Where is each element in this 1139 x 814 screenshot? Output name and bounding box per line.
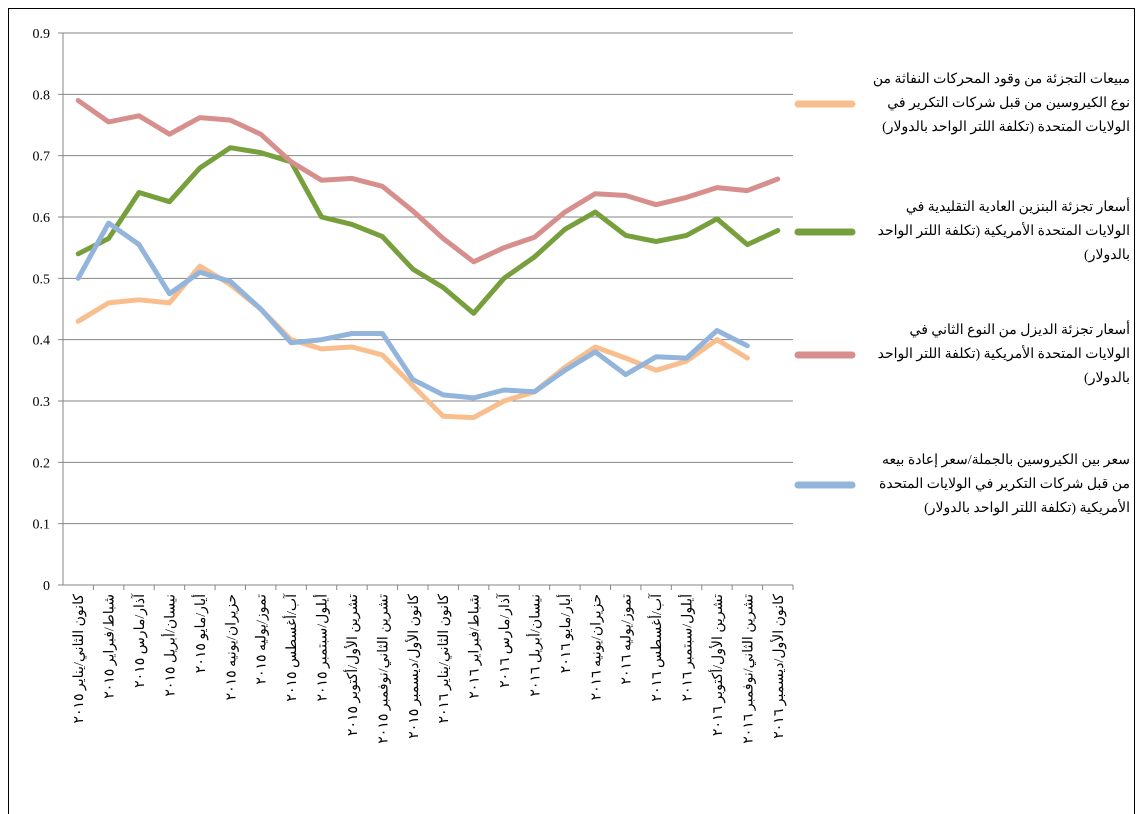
- x-tick-label: نيسان/أبريل ٢٠١٦: [524, 594, 543, 697]
- x-tick-label: آب/أغسطس ٢٠١٥: [281, 593, 300, 702]
- legend-label: مبيعات التجزئة من وقود المحركات النفاثة …: [872, 72, 1130, 135]
- x-tick-label: آذار/مارس ٢٠١٦: [495, 593, 513, 688]
- x-tick-label: آذار/مارس ٢٠١٥: [130, 593, 148, 688]
- x-tick-label: كانون الثاني/يناير ٢٠١٦: [437, 594, 452, 724]
- x-tick-label: تشرين الأول/أكتوبر ٢٠١٥: [342, 594, 361, 736]
- x-tick-label: شباط/فبراير ٢٠١٥: [103, 594, 118, 699]
- series-line: [75, 220, 750, 401]
- x-tick-label: تشرين الثاني/نوفمبر ٢٠١٦: [741, 594, 756, 744]
- y-tick-label: 0.7: [33, 150, 51, 165]
- x-tick-label: كانون الأول/ديسمبر ٢٠١٥: [404, 594, 422, 739]
- x-tick-label: شباط/فبراير ٢٠١٦: [468, 594, 483, 699]
- x-tick-label: أيلول/سبتمبر ٢٠١٥: [312, 594, 331, 702]
- y-tick-label: 0.3: [33, 395, 51, 410]
- series-line: [75, 98, 781, 265]
- y-tick-label: 0.2: [33, 456, 51, 471]
- x-tick-label: تشرين الثاني/نوفمبر ٢٠١٥: [376, 594, 391, 744]
- x-tick-label: كانون الأول/ديسمبر ٢٠١٦: [769, 594, 787, 739]
- y-tick-label: 0.4: [33, 334, 51, 349]
- x-tick-label: تشرين الأول/أكتوبر ٢٠١٦: [707, 594, 726, 736]
- y-tick-label: 0.6: [33, 211, 51, 226]
- legend-label: سعر بين الكيروسين بالجملة/سعر إعادة بيعه…: [879, 453, 1130, 516]
- x-tick-label: تموز/يوليه ٢٠١٥: [255, 594, 270, 685]
- legend-label: أسعار تجزئة الديزل من النوع الثاني في ال…: [877, 323, 1130, 386]
- x-tick-label: حزيران/يونيه ٢٠١٥: [224, 594, 239, 700]
- x-tick-label: تموز/يوليه ٢٠١٦: [620, 594, 635, 685]
- series-line: [75, 145, 781, 316]
- x-tick-label: نيسان/أبريل ٢٠١٥: [159, 594, 178, 697]
- x-tick-label: كانون الثاني/يناير ٢٠١٥: [72, 594, 87, 724]
- x-tick-label: حزيران/يونيه ٢٠١٦: [589, 594, 604, 700]
- y-tick-label: 0.9: [33, 27, 51, 42]
- y-tick-label: 0: [43, 579, 50, 594]
- x-tick-label: أيار/مايو ٢٠١٦: [555, 594, 574, 673]
- y-tick-label: 0.5: [33, 272, 51, 287]
- chart-border: [8, 8, 1135, 814]
- x-tick-label: أيلول/سبتمبر ٢٠١٦: [677, 594, 696, 702]
- y-tick-label: 0.1: [33, 518, 51, 533]
- x-tick-label: أيار/مايو ٢٠١٥: [190, 594, 209, 673]
- x-tick-label: آب/أغسطس ٢٠١٦: [646, 593, 665, 702]
- y-tick-label: 0.8: [33, 88, 51, 103]
- legend-label: أسعار تجزئة البنزين العادية التقليدية في…: [877, 200, 1130, 263]
